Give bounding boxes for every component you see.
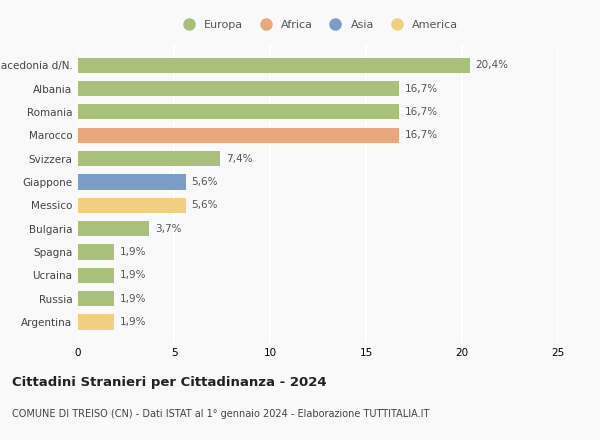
Bar [78,174,185,190]
Text: 7,4%: 7,4% [226,154,253,164]
Bar [78,198,185,213]
Bar [78,128,398,143]
Text: 1,9%: 1,9% [120,293,147,304]
Text: 16,7%: 16,7% [404,107,437,117]
Text: 1,9%: 1,9% [120,317,147,327]
Text: 5,6%: 5,6% [191,177,218,187]
Bar [78,291,115,306]
Legend: Europa, Africa, Asia, America: Europa, Africa, Asia, America [175,18,461,33]
Text: Cittadini Stranieri per Cittadinanza - 2024: Cittadini Stranieri per Cittadinanza - 2… [12,376,326,389]
Text: COMUNE DI TREISO (CN) - Dati ISTAT al 1° gennaio 2024 - Elaborazione TUTTITALIA.: COMUNE DI TREISO (CN) - Dati ISTAT al 1°… [12,409,430,419]
Text: 3,7%: 3,7% [155,224,181,234]
Text: 20,4%: 20,4% [475,60,508,70]
Bar [78,58,470,73]
Text: 16,7%: 16,7% [404,130,437,140]
Bar [78,104,398,120]
Text: 5,6%: 5,6% [191,200,218,210]
Bar [78,151,220,166]
Bar [78,244,115,260]
Bar [78,221,149,236]
Bar [78,81,398,96]
Bar [78,268,115,283]
Text: 1,9%: 1,9% [120,270,147,280]
Bar [78,315,115,330]
Text: 16,7%: 16,7% [404,84,437,94]
Text: 1,9%: 1,9% [120,247,147,257]
